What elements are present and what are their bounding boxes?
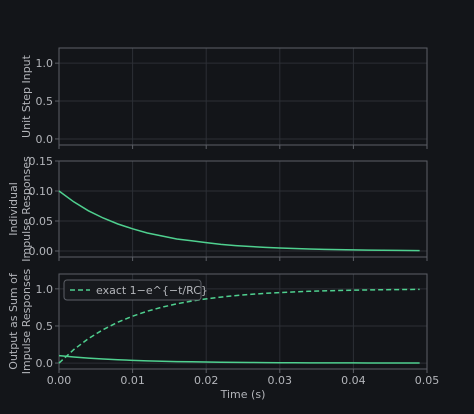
series-line-1	[58, 288, 420, 364]
series-line-2	[58, 354, 420, 364]
y-tick-label: 0.10	[29, 185, 54, 198]
x-tick-label: 0.01	[120, 374, 145, 387]
legend-entry-label: exact 1−e^{−t/RC}	[96, 284, 208, 297]
series-line-1	[58, 190, 420, 252]
y-tick-label: 0.0	[36, 357, 54, 370]
x-tick-label: 0.03	[268, 374, 293, 387]
axes-frame	[58, 273, 428, 370]
y-axis-label: IndividualImpulse Responses	[7, 156, 33, 262]
y-tick-label: 0.5	[36, 320, 54, 333]
y-tick-label: 0.15	[29, 155, 54, 168]
y-tick-label: 0.5	[36, 95, 54, 108]
y-tick-label: 0.05	[29, 215, 54, 228]
axes-frame	[58, 47, 428, 146]
legend: exact 1−e^{−t/RC}	[63, 279, 208, 301]
axes-frame	[58, 160, 428, 258]
y-tick-label: 1.0	[36, 283, 54, 296]
y-tick-label: 0.00	[29, 245, 54, 258]
y-axis-label: Output as Sum ofImpulse Responses	[7, 268, 33, 374]
x-tick-label: 0.02	[194, 374, 219, 387]
y-tick-label: 1.0	[36, 57, 54, 70]
y-axis-label: Unit Step Input	[20, 54, 33, 138]
x-axis-label: Time (s)	[220, 388, 266, 401]
y-tick-label: 0.0	[36, 133, 54, 146]
x-tick-label: 0.05	[415, 374, 440, 387]
x-tick-label: 0.04	[341, 374, 366, 387]
x-tick-label: 0.00	[47, 374, 72, 387]
legend-box	[63, 279, 202, 301]
